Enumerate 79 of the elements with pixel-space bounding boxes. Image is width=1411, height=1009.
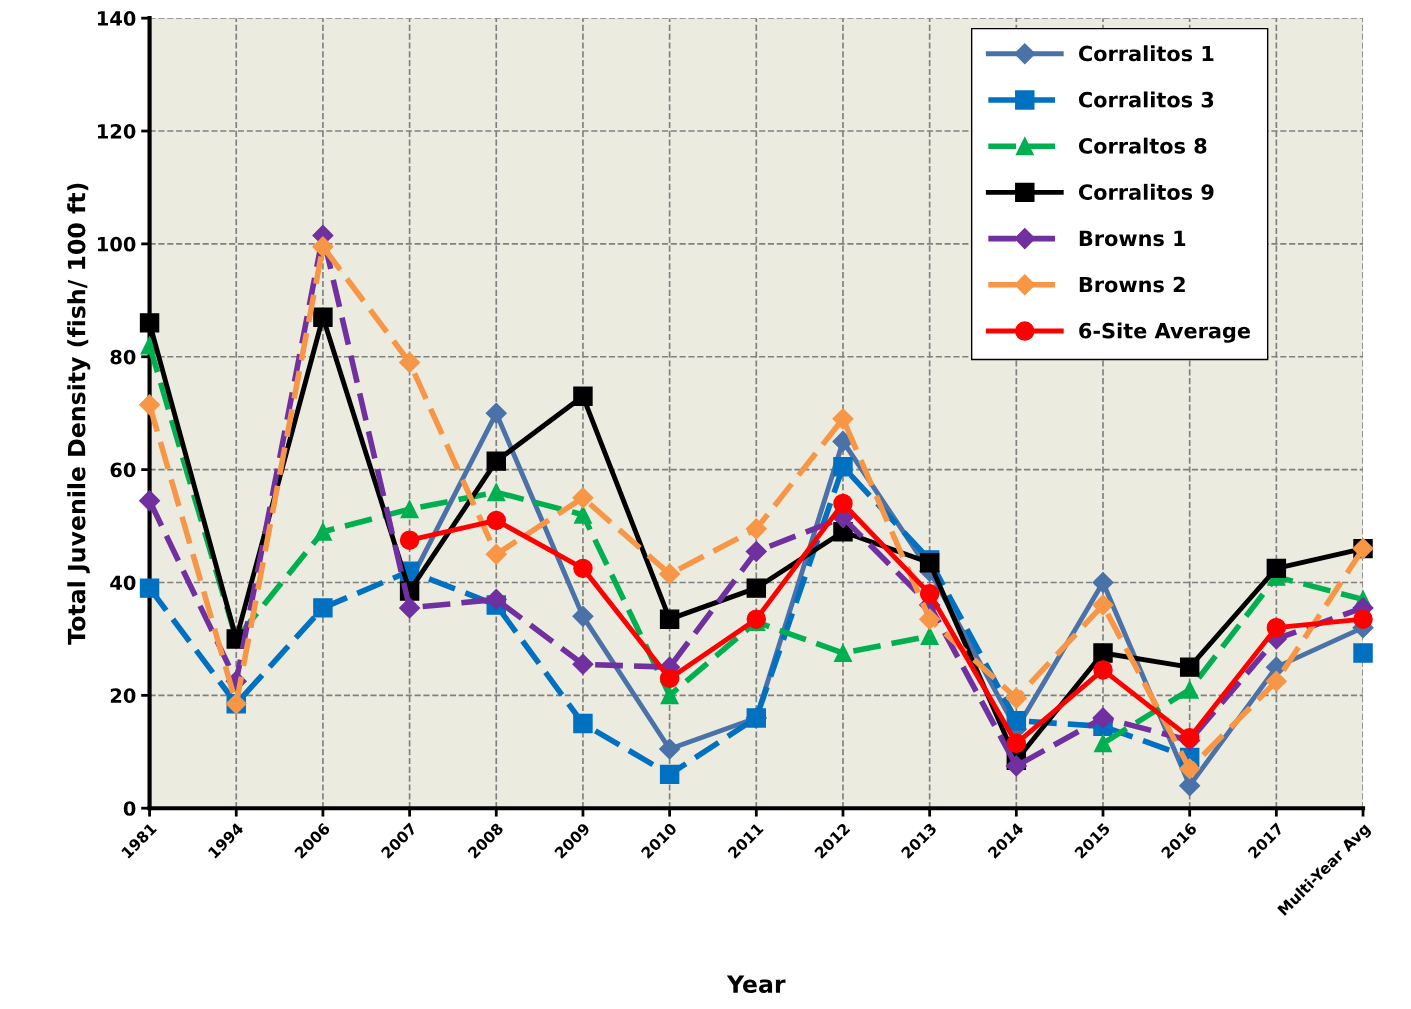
y-tick-label: 140 xyxy=(97,11,136,26)
y-tick-label: 120 xyxy=(97,123,136,139)
y-tick-label: 0 xyxy=(123,801,136,816)
point xyxy=(313,307,333,327)
point xyxy=(833,457,853,477)
point xyxy=(312,236,334,258)
point xyxy=(920,627,939,646)
point xyxy=(1179,657,1200,677)
point xyxy=(919,608,941,630)
point xyxy=(833,493,853,514)
point xyxy=(745,518,767,540)
point xyxy=(1179,758,1201,780)
y-tick-label: 80 xyxy=(110,349,136,365)
x-axis-title: Year xyxy=(726,975,786,993)
y-tick-label: 20 xyxy=(110,688,136,704)
point xyxy=(400,500,419,519)
point xyxy=(485,588,507,610)
point xyxy=(660,686,679,705)
legend-label: Corralitos 3 xyxy=(1078,91,1214,108)
point xyxy=(745,540,767,562)
point xyxy=(313,522,332,541)
y-tick-label: 100 xyxy=(97,236,136,252)
point xyxy=(572,653,594,675)
point xyxy=(1179,727,1200,748)
point xyxy=(1179,775,1201,797)
point xyxy=(1265,670,1287,692)
point xyxy=(659,738,681,760)
point xyxy=(1092,571,1114,593)
point xyxy=(659,764,680,785)
legend-label: 6-Site Average xyxy=(1079,322,1250,343)
point xyxy=(399,351,421,373)
point xyxy=(659,668,680,689)
point xyxy=(485,402,507,424)
point xyxy=(746,578,767,598)
y-axis-title: Total Juvenile Density (fish/ 100 ft) xyxy=(67,183,91,645)
point xyxy=(313,598,333,618)
y-tick-label: 60 xyxy=(110,462,136,478)
point xyxy=(572,487,594,509)
point xyxy=(485,543,507,565)
point xyxy=(139,490,161,512)
legend-label: Browns 2 xyxy=(1079,276,1185,293)
point xyxy=(919,584,940,604)
point xyxy=(1093,660,1113,680)
point xyxy=(573,713,593,734)
point xyxy=(573,505,592,524)
point xyxy=(659,563,681,585)
legend-label: Corralitos 1 xyxy=(1078,45,1214,62)
legend-label: Corralitos 9 xyxy=(1078,183,1214,200)
point xyxy=(572,605,594,627)
point xyxy=(1353,609,1373,629)
point xyxy=(1266,558,1287,579)
point xyxy=(1006,711,1027,731)
point xyxy=(139,394,161,416)
point xyxy=(1005,687,1027,709)
y-tick-label: 40 xyxy=(110,575,136,591)
point xyxy=(1006,733,1027,754)
point xyxy=(573,558,593,579)
point xyxy=(139,313,160,333)
point xyxy=(1005,755,1027,777)
point xyxy=(1092,707,1114,729)
point xyxy=(486,510,506,531)
point xyxy=(832,408,854,430)
point xyxy=(399,597,421,619)
point xyxy=(1092,594,1114,616)
legend-label: Browns 1 xyxy=(1079,230,1186,247)
point xyxy=(1180,680,1199,699)
point xyxy=(139,578,160,598)
point xyxy=(486,451,506,471)
point xyxy=(399,530,420,550)
point xyxy=(573,386,593,406)
point xyxy=(1353,643,1373,663)
point xyxy=(659,609,680,629)
point xyxy=(487,483,506,502)
point xyxy=(1093,734,1113,753)
point xyxy=(832,430,854,452)
legend-label: Corraltos 8 xyxy=(1078,137,1207,154)
point xyxy=(1266,617,1287,638)
point xyxy=(833,643,853,663)
point xyxy=(1093,643,1113,663)
